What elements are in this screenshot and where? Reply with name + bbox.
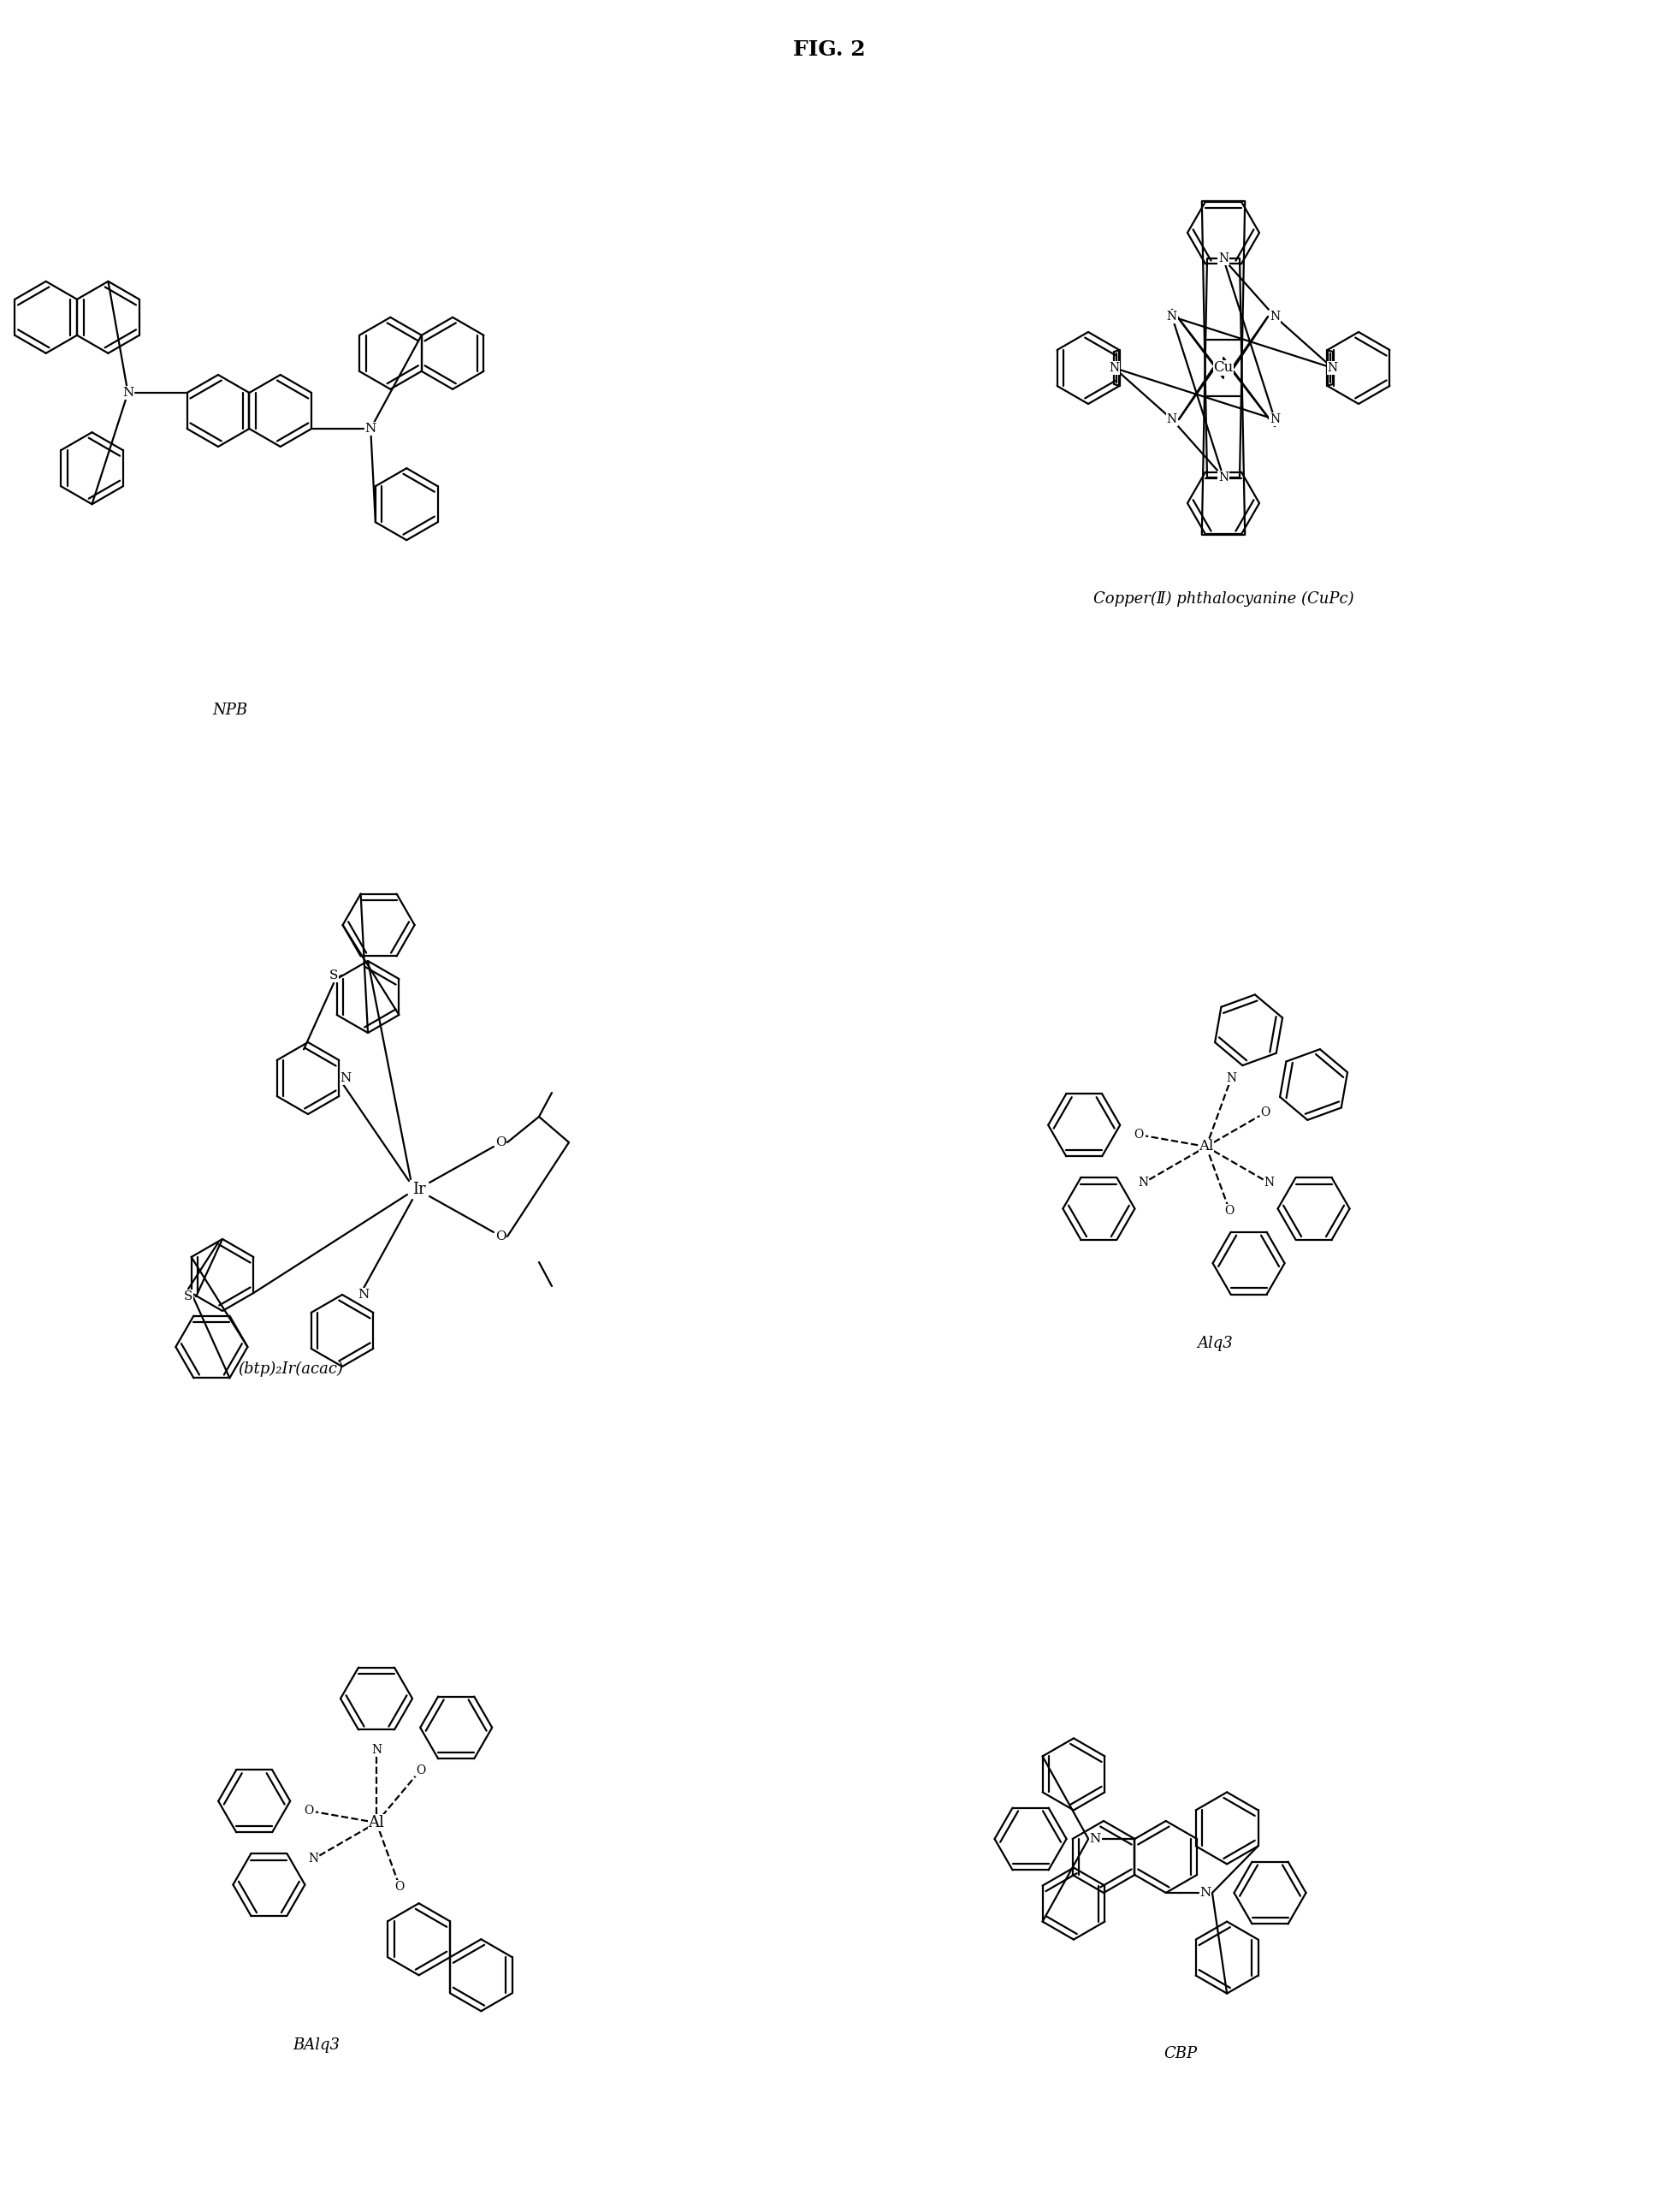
Text: N: N xyxy=(1167,310,1177,323)
Text: CBP: CBP xyxy=(1164,2046,1197,2062)
Text: (btp)₂Ir(acac): (btp)₂Ir(acac) xyxy=(239,1360,343,1376)
Text: S: S xyxy=(184,1290,192,1303)
Text: N: N xyxy=(371,1743,381,1756)
Text: Ir: Ir xyxy=(413,1181,426,1197)
Text: Cu: Cu xyxy=(1214,361,1234,376)
Text: N: N xyxy=(1167,414,1177,425)
Text: N: N xyxy=(123,387,134,398)
Text: BAlq3: BAlq3 xyxy=(293,2037,340,2053)
Text: N: N xyxy=(1263,1177,1275,1190)
Text: Al: Al xyxy=(1199,1139,1214,1155)
Text: N: N xyxy=(308,1854,318,1865)
Text: O: O xyxy=(1134,1128,1144,1141)
Text: N: N xyxy=(1109,363,1119,374)
Text: O: O xyxy=(395,1880,405,1893)
Text: S: S xyxy=(330,969,338,982)
Text: Alq3: Alq3 xyxy=(1197,1336,1232,1352)
Text: FIG. 2: FIG. 2 xyxy=(793,40,865,60)
Text: N: N xyxy=(1270,310,1280,323)
Text: NPB: NPB xyxy=(212,703,247,719)
Text: N: N xyxy=(1328,363,1338,374)
Text: O: O xyxy=(496,1230,506,1243)
Text: N: N xyxy=(1137,1177,1149,1190)
Text: N: N xyxy=(1219,252,1229,265)
Text: O: O xyxy=(303,1805,313,1816)
Text: O: O xyxy=(1260,1106,1270,1119)
Text: O: O xyxy=(1225,1206,1235,1217)
Text: N: N xyxy=(1089,1834,1101,1845)
Text: Copper(Ⅱ) phthalocyanine (CuPc): Copper(Ⅱ) phthalocyanine (CuPc) xyxy=(1093,591,1353,606)
Text: N: N xyxy=(1225,1073,1237,1084)
Text: N: N xyxy=(1270,414,1280,425)
Text: N: N xyxy=(340,1073,351,1084)
Text: Al: Al xyxy=(368,1816,385,1829)
Text: N: N xyxy=(365,422,376,436)
Text: O: O xyxy=(416,1765,424,1776)
Text: N: N xyxy=(1219,471,1229,482)
Text: N: N xyxy=(1200,1887,1210,1898)
Text: O: O xyxy=(496,1137,506,1148)
Text: N: N xyxy=(358,1290,370,1301)
